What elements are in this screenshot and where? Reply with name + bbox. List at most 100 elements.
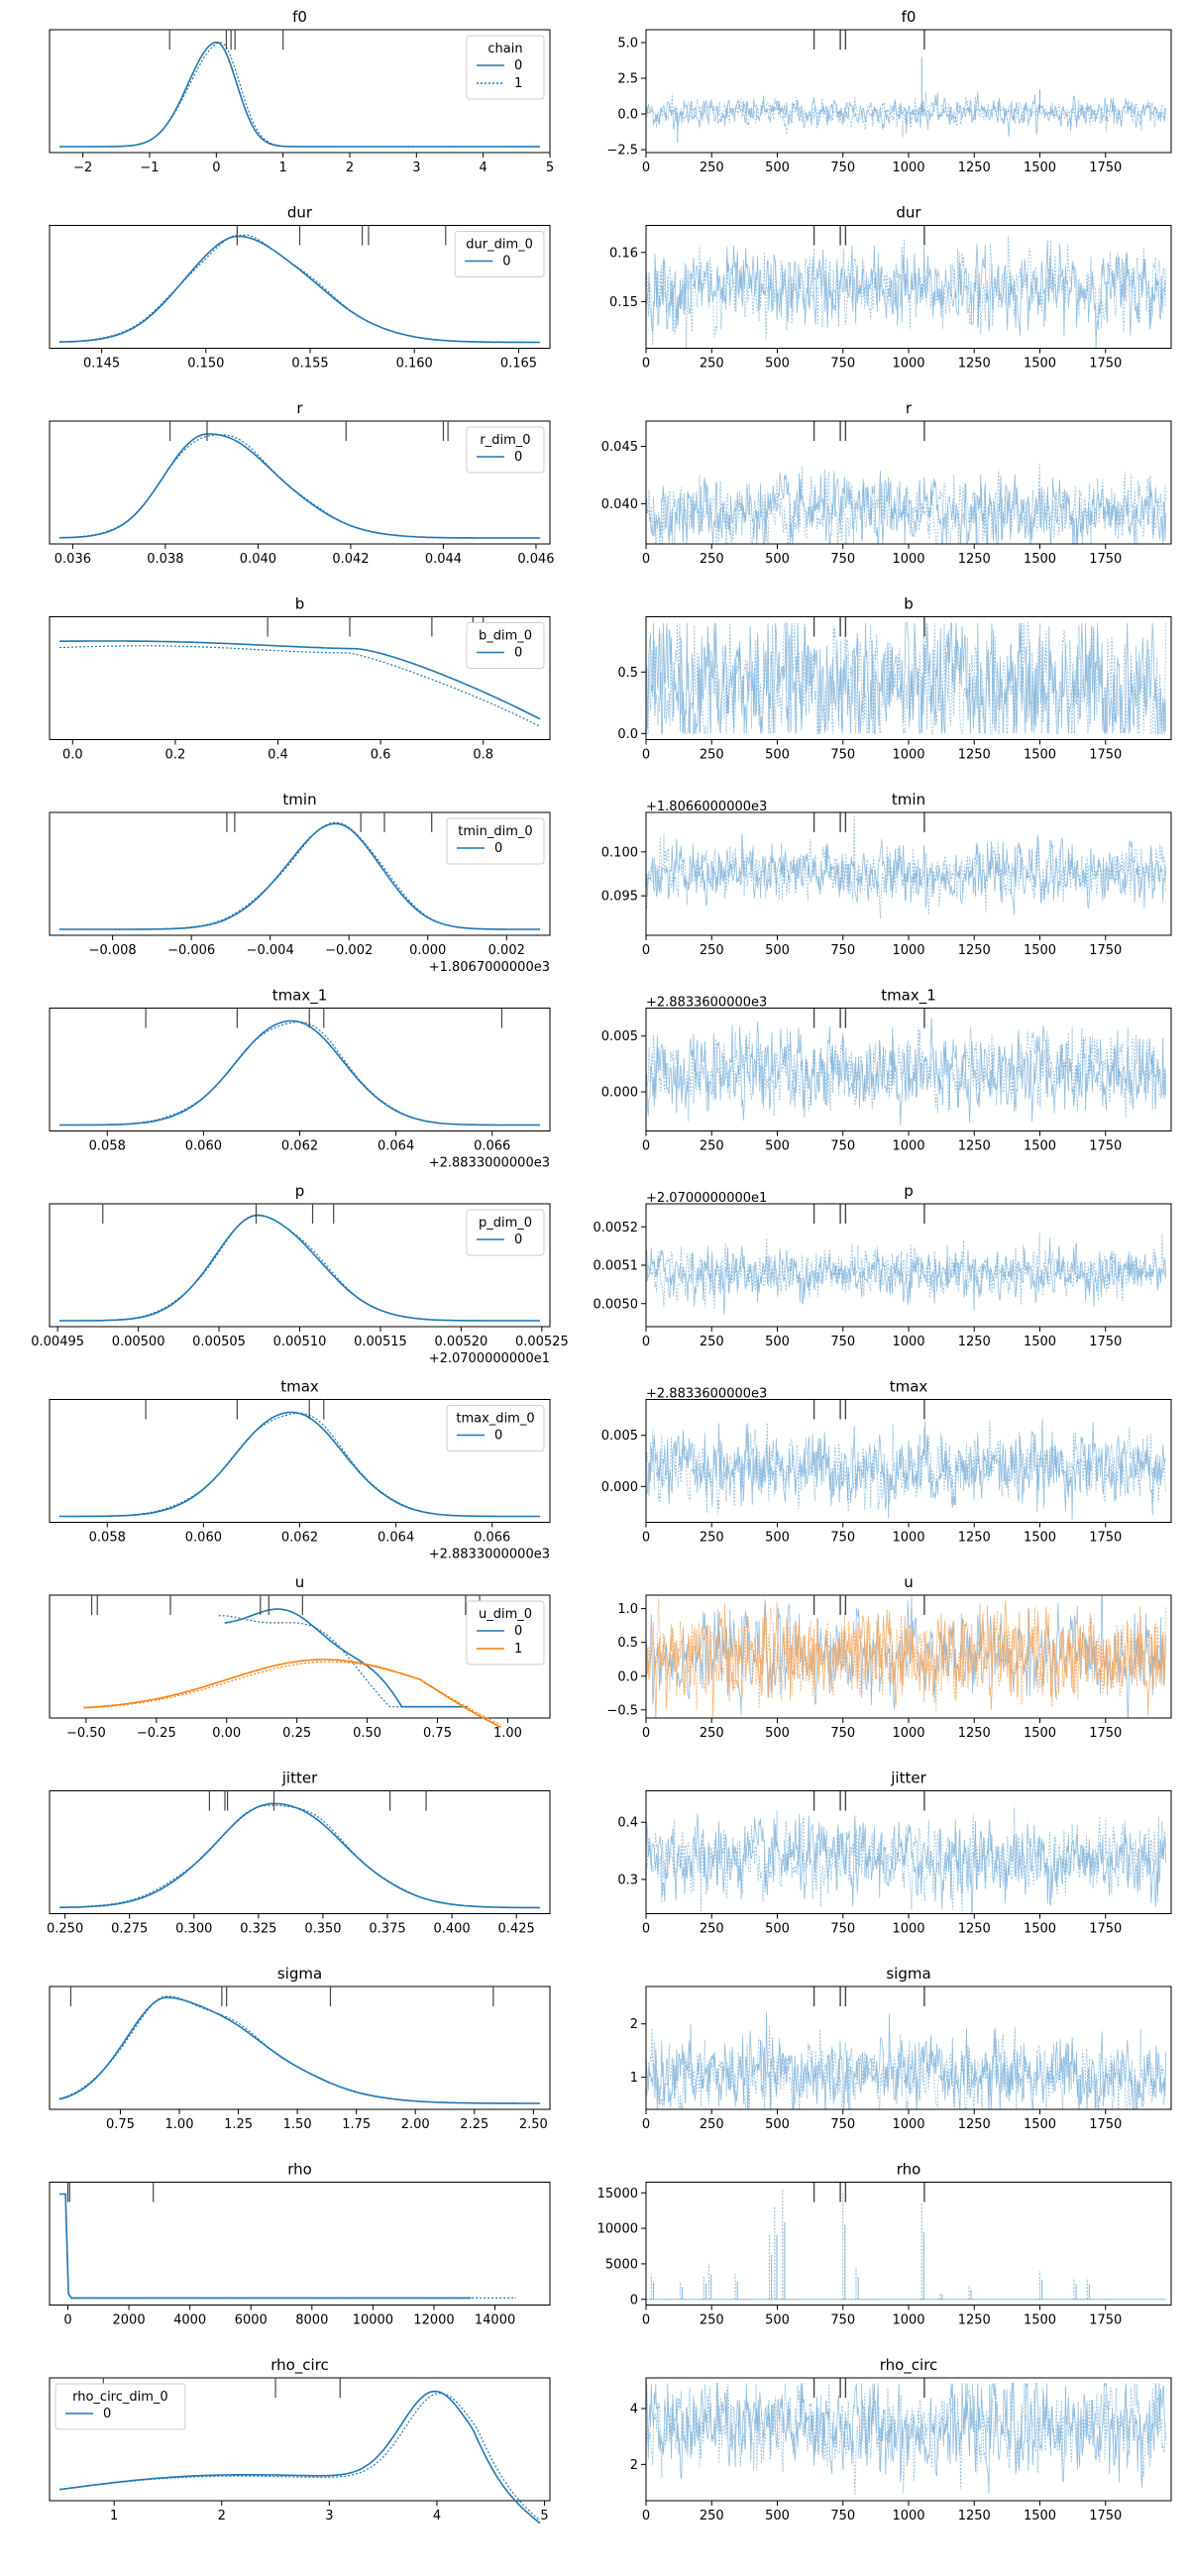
trace-ytick-label: 0.0052: [594, 1221, 639, 1235]
legend-entry: 0: [502, 255, 510, 269]
trace-xtick-label: 0: [642, 161, 650, 175]
trace-ytick-label: 0.4: [617, 1816, 638, 1831]
kde-xtick-label: 0.00495: [31, 1335, 84, 1349]
trace-line: [646, 1598, 1167, 1711]
trace-xtick-label: 500: [765, 1335, 790, 1349]
kde-axes-frame: [49, 2377, 551, 2502]
kde-xtick-label: 6000: [235, 2313, 268, 2328]
kde-xtick-label: 0.0: [62, 748, 83, 763]
trace-axes-frame: [645, 1008, 1172, 1131]
trace-line: [646, 1018, 1167, 1127]
legend-entry: 0: [103, 2407, 111, 2421]
trace-title: f0: [902, 8, 917, 26]
plot-row-sigma: sigma 0.75 1.00 1.25 1.50 1.75 2.00 2.25 2.50 sig…: [49, 1965, 1172, 2132]
kde-xtick-label: −2: [73, 161, 92, 175]
trace-xtick-label: 1000: [892, 1922, 924, 1937]
trace-ytick-label: 0.000: [601, 1480, 638, 1495]
kde-xtick-label: 14000: [475, 2313, 515, 2328]
kde-title: tmax: [280, 1378, 319, 1396]
trace-xtick-label: 1000: [892, 2509, 924, 2523]
trace-xtick-label: 750: [830, 1139, 855, 1154]
legend-title: r_dim_0: [480, 433, 530, 448]
kde-axes-frame: [49, 1008, 551, 1131]
kde-title: r: [296, 399, 303, 417]
trace-title: u: [904, 1573, 914, 1591]
kde-xtick-label: 0.145: [83, 357, 120, 372]
trace-xtick-label: 1500: [1024, 2313, 1056, 2328]
trace-xtick-label: 500: [765, 1531, 790, 1546]
trace-xtick-label: 1250: [958, 552, 991, 567]
kde-xtick-label: 1: [110, 2509, 118, 2523]
kde-xtick-label: 0.300: [175, 1922, 212, 1937]
kde-title: tmin: [282, 791, 316, 808]
kde-xtick-label: 0.046: [517, 552, 554, 567]
trace-xtick-label: 500: [765, 161, 790, 175]
plot-row-tmax_1: tmax_1 0.058 0.060 0.062 0.064 0.066 +2.883300…: [49, 987, 1172, 1171]
kde-xtick-label: 0.325: [240, 1922, 276, 1937]
kde-xtick-label: 0.00510: [273, 1335, 327, 1349]
kde-xtick-label: 0.00: [212, 1726, 241, 1741]
plot-row-f0: f0 −2 −1 0 1 2 3 4 5 chain 0 1 f0 0 250 500 750 1000 1250 1…: [49, 8, 1172, 175]
trace-ytick-label: 0.15: [609, 295, 638, 310]
legend-title: chain: [487, 42, 522, 56]
kde-axes-frame: [49, 2182, 551, 2306]
kde-xtick-label: 12000: [413, 2313, 454, 2328]
kde-axes-frame: [49, 811, 551, 936]
trace-lines: [646, 1807, 1167, 1914]
kde-xtick-label: 2: [218, 2509, 226, 2523]
kde-xtick-label: 0.058: [89, 1531, 126, 1546]
legend: r_dim_0 0: [466, 426, 545, 474]
kde-xtick-label: 2.25: [460, 2117, 488, 2132]
trace-xtick-label: 1000: [892, 748, 924, 763]
trace-ytick-label: 0.16: [609, 246, 638, 261]
kde-xtick-label: 1.75: [342, 2117, 371, 2132]
kde-xtick-label: 0: [63, 2313, 71, 2328]
trace-xtick-label: 250: [700, 1139, 724, 1154]
legend-entry: 0: [514, 1624, 522, 1639]
trace-xtick-label: 500: [765, 552, 790, 567]
kde-xtick-label: 0.75: [423, 1726, 452, 1741]
trace-lines: [646, 2011, 1167, 2109]
kde-line-1: [59, 42, 540, 148]
trace-line: [646, 235, 1167, 349]
trace-xtick-label: 1250: [958, 2117, 991, 2132]
kde-xtick-label: 0.00515: [354, 1335, 407, 1349]
trace-line: [646, 240, 1166, 349]
trace-xtick-label: 750: [830, 748, 855, 763]
trace-xtick-label: 250: [700, 2509, 724, 2523]
kde-xtick-label: 4000: [173, 2313, 206, 2328]
trace-axes-frame: [645, 2182, 1172, 2306]
trace-offset-label: +1.8066000000e3: [646, 800, 767, 814]
trace-line: [646, 92, 1167, 138]
trace-xtick-label: 1750: [1089, 1139, 1122, 1154]
plot-row-tmin: tmin −0.008 −0.006 −0.004 −0.002 0.000 0.002 +1…: [49, 791, 1172, 975]
trace-xtick-label: 1750: [1089, 1726, 1122, 1741]
trace-xtick-label: 750: [830, 943, 855, 958]
trace-lines: [646, 1595, 1167, 1718]
trace-xtick-label: 0: [642, 943, 650, 958]
kde-line-0: [58, 1802, 541, 1909]
trace-ytick-label: 1.0: [617, 1602, 638, 1617]
trace-ytick-label: 0.0051: [594, 1259, 639, 1274]
kde-line-1: [58, 645, 541, 727]
kde-xtick-label: 0.066: [474, 1139, 510, 1154]
trace-line: [646, 2383, 1167, 2494]
kde-xtick-label: 5: [546, 161, 554, 175]
trace-xtick-label: 500: [765, 357, 790, 372]
trace-ytick-label: 0.0: [617, 727, 638, 742]
trace-xtick-label: 0: [642, 1531, 650, 1546]
trace-xtick-label: 1750: [1089, 1335, 1122, 1349]
kde-line-0: [59, 640, 541, 720]
kde-xtick-label: 0.062: [281, 1139, 318, 1154]
trace-xtick-label: 0: [642, 1922, 650, 1937]
trace-xtick-label: 250: [700, 552, 724, 567]
legend-entry: 0: [514, 450, 522, 465]
trace-xtick-label: 1250: [958, 2313, 991, 2328]
trace-title: tmin: [892, 791, 925, 808]
plot-row-u: u−0.50 −0.25 0.00 0.25 0.50 0.75 1.00u_dim_001…: [49, 1573, 1172, 1741]
kde-xtick-label: 1.00: [493, 1726, 522, 1741]
trace-xtick-label: 750: [830, 161, 855, 175]
kde-xtick-label: 0.425: [498, 1922, 535, 1937]
trace-xtick-label: 250: [700, 1335, 724, 1349]
